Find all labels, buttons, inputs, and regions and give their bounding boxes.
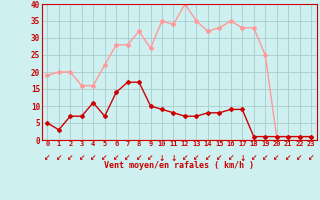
Text: ↙: ↙ bbox=[78, 154, 85, 163]
Text: ↙: ↙ bbox=[67, 154, 74, 163]
Text: ↙: ↙ bbox=[124, 154, 131, 163]
X-axis label: Vent moyen/en rafales ( km/h ): Vent moyen/en rafales ( km/h ) bbox=[104, 161, 254, 170]
Text: ↙: ↙ bbox=[228, 154, 234, 163]
Text: ↙: ↙ bbox=[136, 154, 142, 163]
Text: ↙: ↙ bbox=[308, 154, 314, 163]
Text: ↙: ↙ bbox=[274, 154, 280, 163]
Text: ↓: ↓ bbox=[159, 154, 165, 163]
Text: ↙: ↙ bbox=[90, 154, 96, 163]
Text: ↙: ↙ bbox=[56, 154, 62, 163]
Text: ↙: ↙ bbox=[147, 154, 154, 163]
Text: ↓: ↓ bbox=[170, 154, 177, 163]
Text: ↙: ↙ bbox=[101, 154, 108, 163]
Text: ↙: ↙ bbox=[285, 154, 291, 163]
Text: ↙: ↙ bbox=[113, 154, 119, 163]
Text: ↙: ↙ bbox=[182, 154, 188, 163]
Text: ↙: ↙ bbox=[216, 154, 222, 163]
Text: ↙: ↙ bbox=[251, 154, 257, 163]
Text: ↙: ↙ bbox=[262, 154, 268, 163]
Text: ↙: ↙ bbox=[205, 154, 211, 163]
Text: ↙: ↙ bbox=[296, 154, 303, 163]
Text: ↙: ↙ bbox=[193, 154, 200, 163]
Text: ↙: ↙ bbox=[44, 154, 51, 163]
Text: ↓: ↓ bbox=[239, 154, 245, 163]
